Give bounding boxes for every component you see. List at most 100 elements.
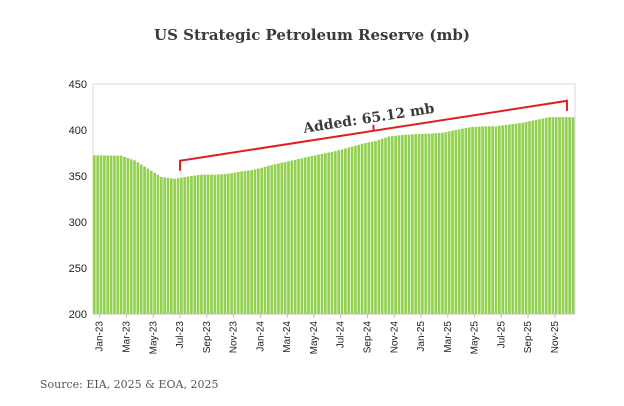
- source-note: Source: EIA, 2025 & EOA, 2025: [40, 378, 219, 391]
- bar: [323, 153, 327, 314]
- bar: [568, 117, 571, 315]
- bar: [186, 176, 190, 314]
- bar: [384, 137, 387, 314]
- x-tick-label: Mar-25: [443, 321, 454, 353]
- bar: [364, 143, 367, 314]
- x-tick-label: Mar-24: [282, 321, 293, 353]
- bar: [431, 133, 434, 314]
- bar: [571, 117, 575, 315]
- x-tick-label: Jul-24: [336, 321, 347, 349]
- bar: [444, 132, 448, 314]
- x-tick-label: Jul-25: [496, 321, 507, 349]
- bar: [126, 158, 130, 314]
- x-tick-label: Nov-25: [550, 321, 561, 354]
- bar: [334, 151, 337, 314]
- bar: [230, 173, 233, 315]
- bar: [367, 142, 371, 314]
- bar: [297, 159, 300, 314]
- bar: [498, 125, 501, 314]
- bar-series: [93, 117, 575, 315]
- bar: [337, 150, 341, 314]
- x-tick-label: May-25: [470, 321, 481, 355]
- x-tick-label: May-24: [309, 321, 320, 355]
- bar: [293, 159, 297, 314]
- bar: [176, 178, 180, 314]
- bar: [354, 145, 357, 314]
- bar: [534, 119, 538, 314]
- bar: [387, 136, 391, 314]
- bar: [313, 155, 317, 314]
- bar: [260, 167, 264, 314]
- bar: [103, 155, 106, 314]
- bar: [200, 174, 203, 314]
- bar: [564, 117, 568, 315]
- bar: [340, 149, 344, 314]
- bar: [93, 155, 96, 314]
- bar: [220, 174, 223, 314]
- bar: [116, 155, 120, 314]
- bar: [213, 174, 217, 314]
- bar: [380, 138, 384, 314]
- bar: [310, 155, 314, 314]
- bar: [400, 135, 404, 314]
- bar: [514, 123, 518, 314]
- bar: [163, 177, 166, 314]
- bar: [484, 126, 488, 314]
- bar: [240, 171, 243, 314]
- x-tick-label: Jan-24: [255, 321, 266, 352]
- bar: [464, 127, 468, 315]
- bar: [263, 166, 267, 314]
- bar: [280, 162, 284, 314]
- bar: [407, 134, 411, 314]
- bar: [447, 131, 451, 314]
- bar: [96, 155, 100, 314]
- bar: [203, 174, 207, 314]
- bar: [136, 162, 140, 314]
- bar: [538, 119, 541, 314]
- bar: [290, 160, 294, 314]
- bar: [531, 120, 535, 314]
- bar: [330, 151, 334, 314]
- bar: [404, 134, 407, 314]
- bar: [390, 136, 394, 314]
- bar: [491, 126, 494, 314]
- bar: [190, 176, 193, 314]
- bar: [273, 164, 277, 314]
- bar: [551, 117, 555, 315]
- bar: [149, 170, 153, 314]
- bar: [461, 128, 464, 314]
- bar: [471, 127, 474, 314]
- bar: [253, 169, 257, 314]
- y-tick-label: 200: [69, 309, 87, 321]
- bar: [303, 157, 307, 314]
- bar: [233, 172, 237, 314]
- bar: [139, 164, 143, 314]
- bar: [223, 173, 227, 314]
- x-tick-label: Nov-24: [389, 321, 400, 354]
- bar: [270, 165, 274, 314]
- bar: [196, 175, 200, 314]
- bar: [350, 146, 354, 314]
- x-tick-label: Nov-23: [229, 321, 240, 354]
- y-axis: 200 250 300 350 400 450: [69, 79, 87, 321]
- bar: [123, 156, 126, 314]
- bar: [508, 124, 511, 314]
- bar: [344, 148, 347, 314]
- bar: [246, 170, 250, 314]
- bar: [397, 135, 401, 314]
- bar: [548, 117, 551, 315]
- bar: [511, 124, 515, 315]
- bar: [243, 170, 247, 314]
- bar: [143, 166, 146, 314]
- bar: [357, 144, 361, 314]
- bar: [156, 174, 160, 314]
- bar: [169, 178, 173, 314]
- bar: [504, 124, 508, 314]
- bar: [347, 147, 351, 314]
- y-tick-label: 400: [69, 125, 87, 137]
- bar: [216, 174, 220, 314]
- bar: [421, 133, 424, 314]
- bar: [226, 173, 230, 314]
- bar: [307, 156, 310, 314]
- bar: [106, 155, 110, 314]
